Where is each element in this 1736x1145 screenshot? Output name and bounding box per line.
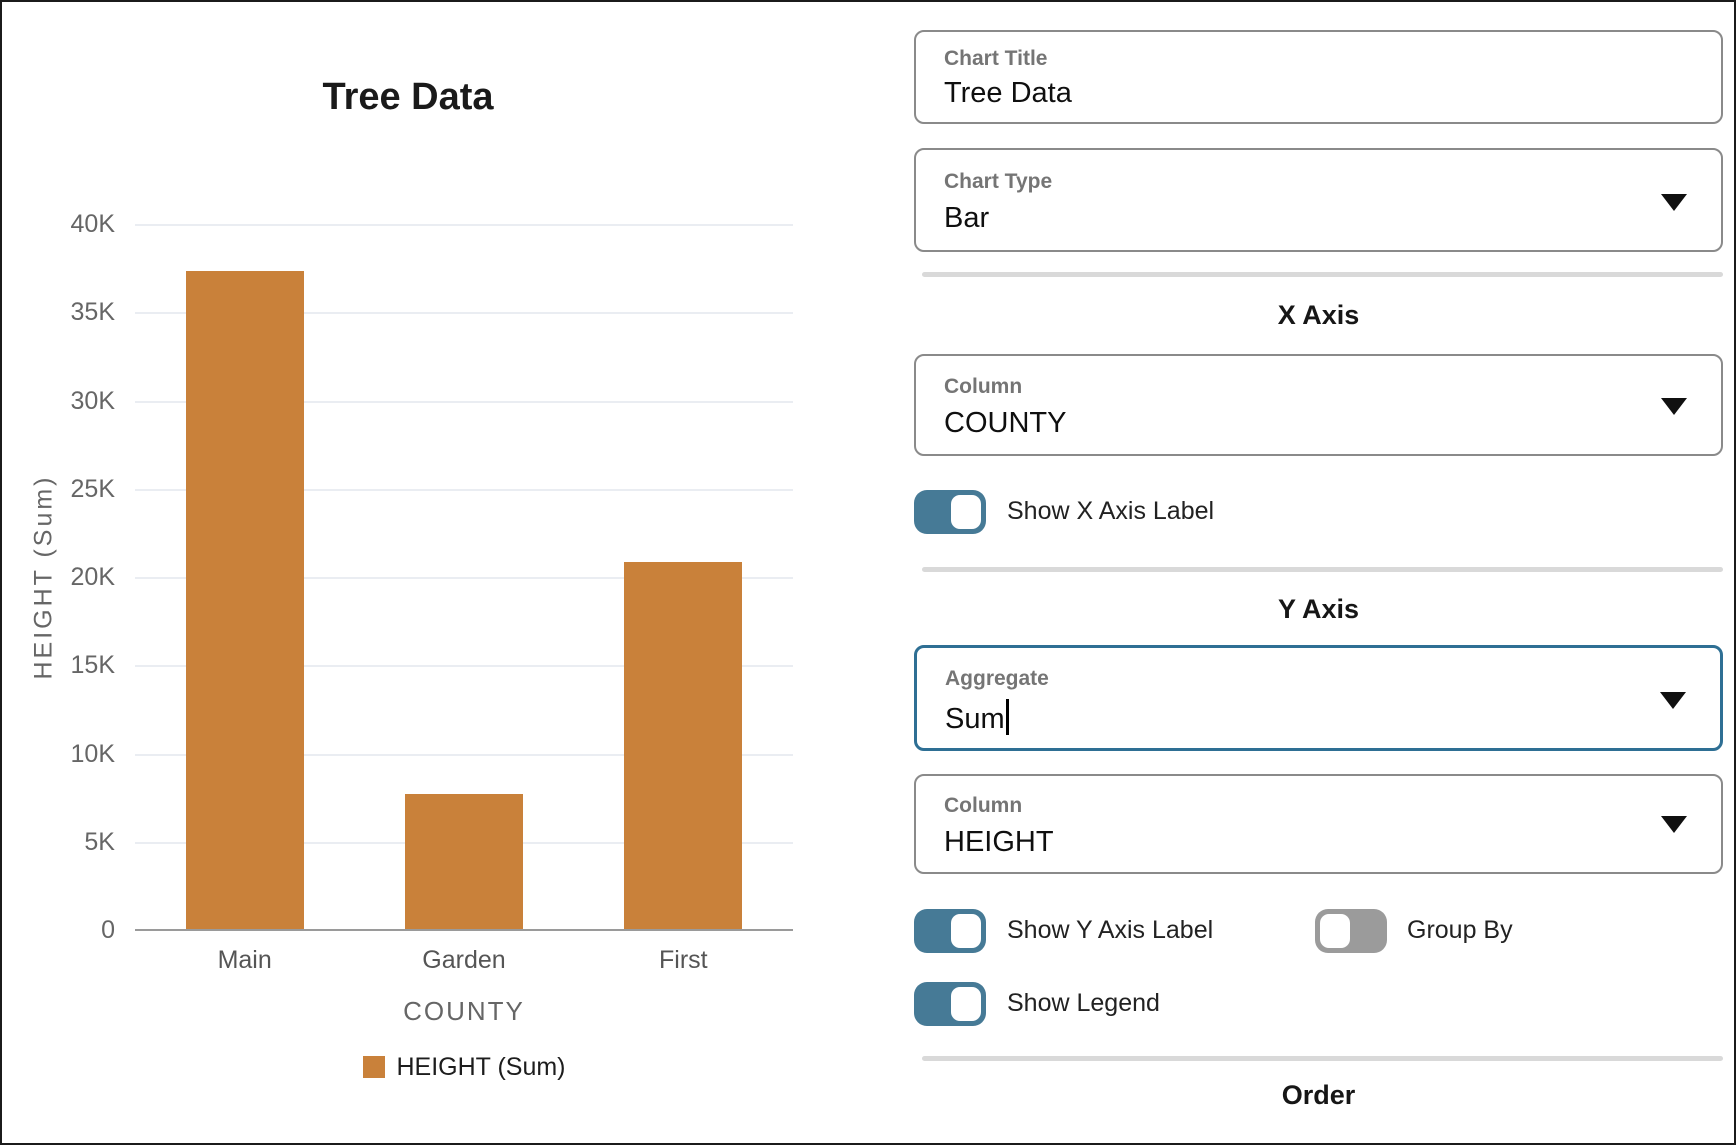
bar	[185, 270, 304, 929]
aggregate-field[interactable]: Aggregate Sum	[914, 645, 1723, 751]
chevron-down-icon[interactable]	[1661, 194, 1687, 211]
chart-type-value: Bar	[944, 202, 990, 234]
x-axis-column-value: COUNTY	[944, 407, 1067, 439]
chevron-down-icon[interactable]	[1661, 816, 1687, 833]
chart-title-field[interactable]: Chart Title Tree Data	[914, 30, 1723, 124]
y-tick-label: 5K	[84, 827, 115, 856]
x-axis-column-field[interactable]: Column COUNTY	[914, 354, 1723, 456]
y-tick-label: 20K	[70, 563, 115, 591]
field-label: Column	[944, 794, 1023, 817]
legend-swatch	[362, 1056, 385, 1078]
show-legend-text: Show Legend	[1007, 989, 1160, 1017]
bar	[405, 793, 523, 929]
show-y-axis-label-text: Show Y Axis Label	[1007, 916, 1214, 944]
y-tick-label: 40K	[70, 210, 115, 238]
field-label: Chart Title	[944, 47, 1048, 70]
field-label: Chart Type	[944, 170, 1053, 193]
x-category-label: First	[659, 946, 708, 974]
show-y-axis-label-toggle[interactable]	[914, 909, 986, 953]
gridline	[135, 224, 793, 226]
aggregate-input[interactable]: Sum	[945, 699, 1009, 736]
show-legend-toggle[interactable]	[914, 982, 986, 1026]
bar	[624, 561, 743, 929]
toggle-knob	[951, 495, 981, 529]
gridline	[135, 577, 793, 579]
x-category-label: Garden	[422, 946, 506, 974]
gridline	[135, 488, 793, 491]
chart-type-field[interactable]: Chart Type Bar	[914, 148, 1723, 252]
x-axis-line	[135, 929, 793, 931]
group-by-text: Group By	[1407, 916, 1513, 944]
y-axis-heading: Y Axis	[1277, 594, 1360, 624]
toggle-knob	[1320, 914, 1350, 948]
y-tick-label: 25K	[70, 474, 115, 503]
order-heading: Order	[1281, 1080, 1356, 1110]
y-tick-label: 10K	[70, 739, 115, 768]
show-x-axis-label-toggle[interactable]	[914, 490, 986, 534]
field-label: Column	[944, 375, 1023, 398]
chart-title-input[interactable]: Tree Data	[944, 77, 1072, 109]
gridline	[135, 753, 793, 756]
y-tick-label: 15K	[70, 651, 115, 680]
gridline	[135, 400, 793, 403]
plot-area: 0 5K 10K 15K 20K 25K 30K 35K 40K Main Garden First	[71, 210, 793, 974]
x-axis-title: COUNTY	[403, 996, 525, 1026]
gridline	[135, 665, 793, 668]
toggle-knob	[951, 987, 981, 1021]
chevron-down-icon[interactable]	[1660, 692, 1686, 709]
legend-label: HEIGHT (Sum)	[396, 1052, 566, 1081]
section-divider	[922, 567, 1723, 572]
gridline	[135, 312, 793, 315]
chart-title: Tree Data	[322, 76, 494, 118]
section-divider	[922, 272, 1723, 277]
y-tick-label: 30K	[70, 386, 115, 415]
legend[interactable]: HEIGHT (Sum)	[135, 1050, 793, 1084]
x-axis-heading: X Axis	[1277, 300, 1360, 330]
field-label: Aggregate	[945, 667, 1049, 690]
show-x-axis-label-text: Show X Axis Label	[1007, 497, 1215, 525]
section-divider	[922, 1056, 1723, 1061]
chevron-down-icon[interactable]	[1661, 398, 1687, 415]
y-tick-label: 35K	[70, 298, 115, 327]
y-tick-label: 0	[101, 916, 115, 944]
y-axis-column-value: HEIGHT	[944, 826, 1054, 858]
text-cursor	[1005, 699, 1009, 735]
y-axis-column-field[interactable]: Column HEIGHT	[914, 774, 1723, 874]
x-category-label: Main	[217, 946, 272, 974]
group-by-toggle[interactable]	[1315, 909, 1387, 953]
toggle-knob	[951, 914, 981, 948]
